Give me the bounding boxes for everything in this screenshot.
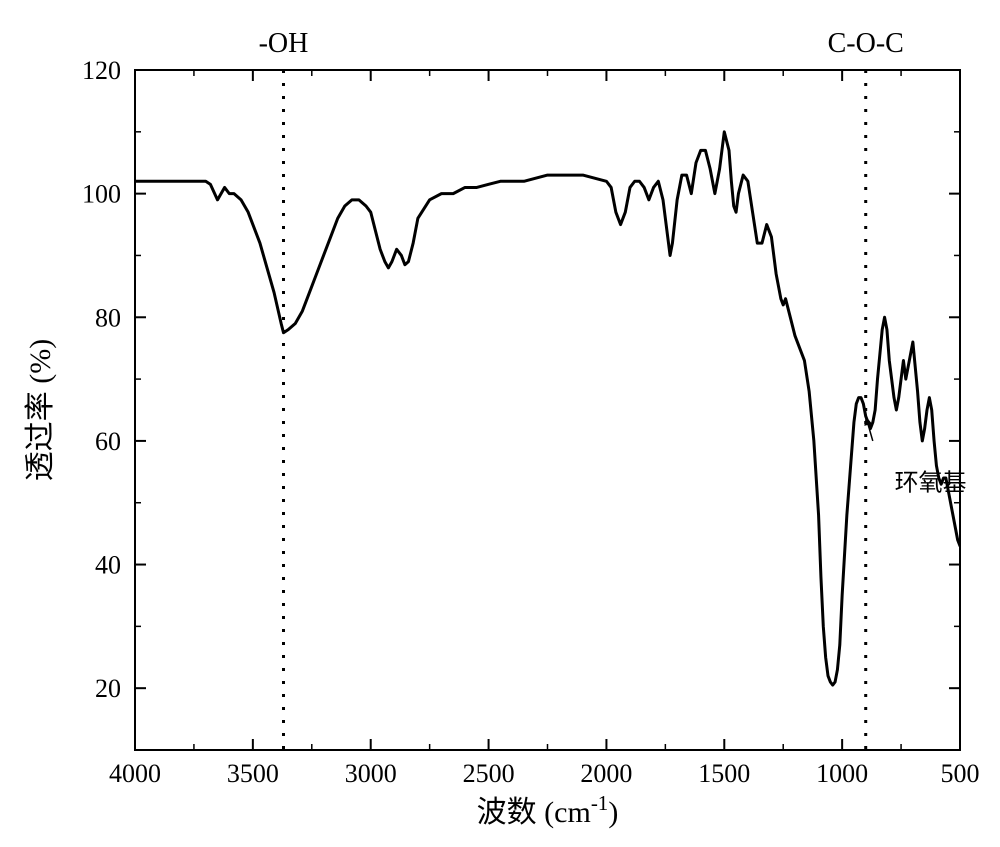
annotation-coc: C-O-C — [828, 28, 904, 59]
y-tick-label: 100 — [82, 180, 121, 209]
x-axis-label: 波数 (cm-1) — [477, 791, 619, 829]
chart-svg: 4000 3500 3000 2500 2000 1500 1000 500 20 40 60 80 1… — [0, 0, 1000, 847]
x-tick-label: 500 — [941, 759, 980, 788]
x-tick-label: 3000 — [345, 759, 397, 788]
y-tick-label: 20 — [95, 674, 121, 703]
x-tick-label: 4000 — [109, 759, 161, 788]
y-tick-label: 80 — [95, 303, 121, 332]
y-axis-label: 透过率 (%) — [24, 339, 57, 481]
x-tick-label: 1000 — [816, 759, 868, 788]
y-tick-label: 60 — [95, 427, 121, 456]
x-tick-label: 1500 — [698, 759, 750, 788]
x-tick-label: 2500 — [463, 759, 515, 788]
x-tick-label: 3500 — [227, 759, 279, 788]
y-tick-label: 40 — [95, 551, 121, 580]
ir-spectrum-chart: 4000 3500 3000 2500 2000 1500 1000 500 20 40 60 80 1… — [0, 0, 1000, 847]
x-tick-label: 2000 — [580, 759, 632, 788]
spectrum-line — [135, 132, 960, 685]
y-tick-label: 120 — [82, 56, 121, 85]
annotation-oh: -OH — [259, 28, 309, 59]
annotation-epoxy: 环氧基 — [895, 469, 967, 496]
